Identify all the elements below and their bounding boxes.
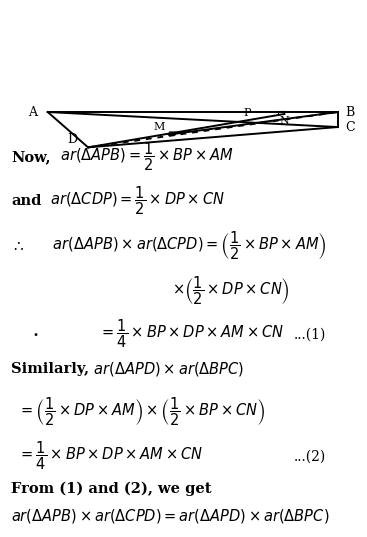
- Text: $ar(\Delta APB) \times ar(\Delta CPD) = ar(\Delta APD) \times ar(\Delta BPC)$: $ar(\Delta APB) \times ar(\Delta CPD) = …: [11, 507, 330, 525]
- Text: D: D: [67, 133, 77, 146]
- Text: From (1) and (2), we get: From (1) and (2), we get: [11, 482, 211, 496]
- Text: $\times\left(\dfrac{1}{2} \times DP \times CN\right)$: $\times\left(\dfrac{1}{2} \times DP \tim…: [172, 274, 290, 307]
- Text: $ar(\Delta APB) = \dfrac{1}{2} \times BP \times AM$: $ar(\Delta APB) = \dfrac{1}{2} \times BP…: [51, 140, 233, 173]
- Text: and: and: [11, 194, 41, 208]
- Text: ...(2): ...(2): [294, 449, 326, 463]
- Text: $\therefore$: $\therefore$: [11, 239, 25, 253]
- Text: B: B: [345, 105, 354, 119]
- Text: Similarly,: Similarly,: [11, 362, 89, 376]
- Text: N: N: [280, 116, 289, 126]
- Text: $ar(\Delta APD) \times ar(\Delta BPC)$: $ar(\Delta APD) \times ar(\Delta BPC)$: [89, 360, 244, 378]
- Text: $= \left(\dfrac{1}{2} \times DP \times AM\right) \times \left(\dfrac{1}{2} \time: $= \left(\dfrac{1}{2} \times DP \times A…: [18, 395, 266, 428]
- Text: P: P: [244, 108, 251, 118]
- Text: C: C: [345, 120, 355, 134]
- Text: $\bullet$: $\bullet$: [11, 331, 39, 340]
- Text: ...(1): ...(1): [294, 328, 326, 342]
- Text: Now,: Now,: [11, 150, 51, 164]
- Text: $ar(\Delta APB) \times ar(\Delta CPD) = \left(\dfrac{1}{2} \times BP \times AM\r: $ar(\Delta APB) \times ar(\Delta CPD) = …: [25, 229, 326, 262]
- Text: $= \dfrac{1}{4} \times BP \times DP \times AM \times CN$: $= \dfrac{1}{4} \times BP \times DP \tim…: [18, 439, 204, 472]
- Text: $= \dfrac{1}{4} \times BP \times DP \times AM \times CN$: $= \dfrac{1}{4} \times BP \times DP \tim…: [99, 317, 284, 350]
- Text: A: A: [28, 105, 37, 119]
- Text: M: M: [154, 121, 165, 132]
- Text: $ar(\Delta CDP) = \dfrac{1}{2} \times DP \times CN$: $ar(\Delta CDP) = \dfrac{1}{2} \times DP…: [41, 184, 225, 217]
